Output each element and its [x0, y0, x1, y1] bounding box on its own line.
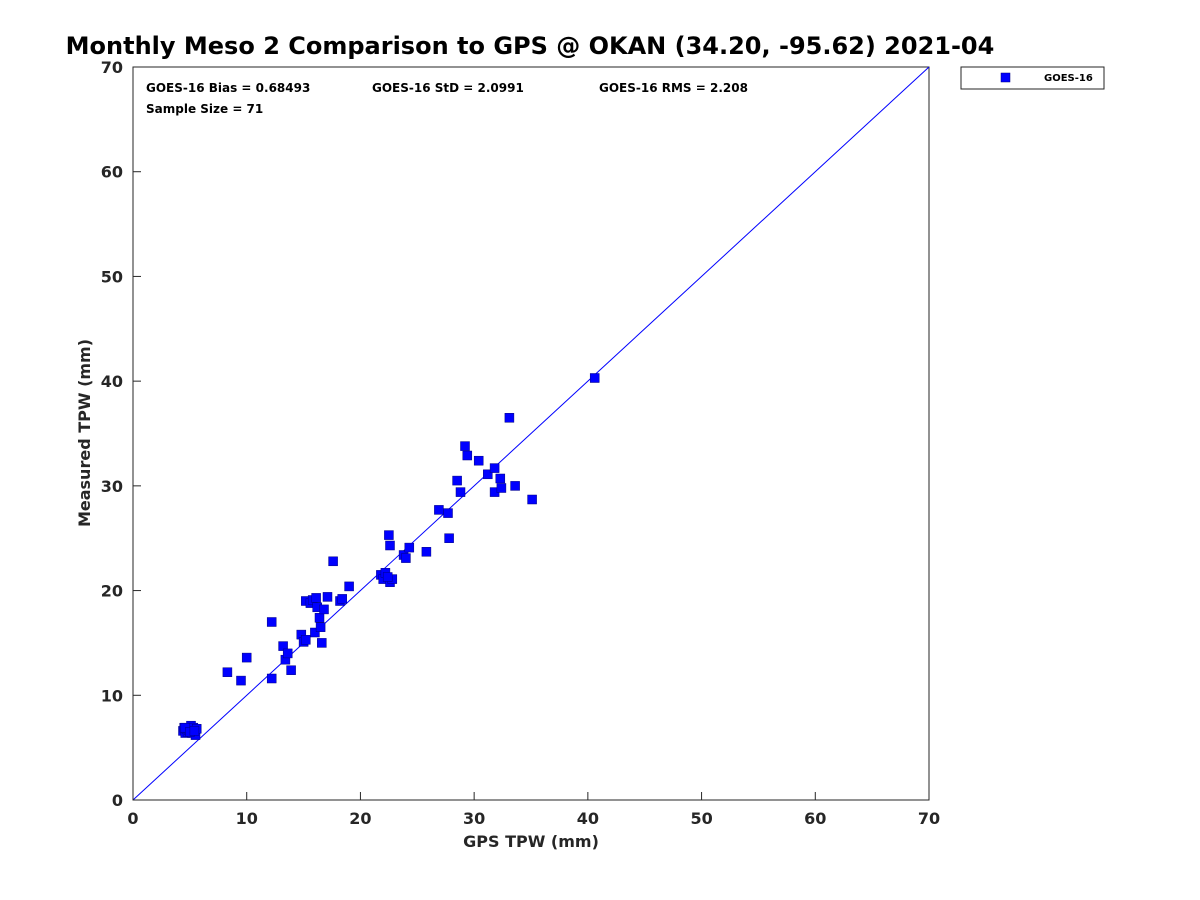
- legend-marker-icon: [1000, 72, 1011, 83]
- data-point: [527, 494, 537, 505]
- legend-box: [960, 66, 1105, 90]
- data-point: [510, 481, 520, 491]
- data-point: [455, 487, 466, 497]
- rms-stat: GOES-16 RMS = 2.208: [599, 81, 748, 95]
- y-axis-label: Measured TPW (mm): [75, 339, 94, 527]
- data-point: [504, 413, 515, 423]
- y-tick-label: 70: [101, 58, 123, 77]
- y-tick-label: 40: [101, 372, 123, 391]
- data-point: [328, 556, 338, 567]
- data-point: [443, 508, 453, 518]
- std-stat: GOES-16 StD = 2.0991: [372, 81, 524, 95]
- y-tick-label: 60: [101, 163, 123, 182]
- data-point: [589, 373, 600, 383]
- data-point: [452, 475, 462, 486]
- data-point: [495, 473, 506, 484]
- data-point: [385, 540, 395, 551]
- data-point: [314, 613, 325, 623]
- x-tick-label: 10: [236, 809, 258, 828]
- data-point: [384, 530, 394, 540]
- data-point: [315, 622, 326, 632]
- data-point: [222, 667, 233, 677]
- data-point: [241, 652, 252, 663]
- data-point: [483, 469, 493, 480]
- data-point: [444, 533, 454, 543]
- chart-title: Monthly Meso 2 Comparison to GPS @ OKAN …: [66, 32, 995, 60]
- data-point: [462, 450, 473, 461]
- data-points: [178, 373, 600, 740]
- x-tick-label: 0: [127, 809, 138, 828]
- data-point: [337, 594, 347, 604]
- x-tick-label: 70: [918, 809, 940, 828]
- data-point: [460, 441, 470, 451]
- data-point: [301, 635, 311, 645]
- y-tick-label: 10: [101, 686, 123, 705]
- y-axis-ticks: 0 10 20 30 40 50 60 70: [101, 58, 141, 810]
- data-point: [282, 648, 293, 659]
- one-to-one-reference-line: [132, 66, 930, 801]
- bias-stat: GOES-16 Bias = 0.68493: [146, 81, 310, 95]
- data-point: [266, 617, 277, 627]
- data-point: [310, 627, 320, 638]
- y-tick-label: 20: [101, 582, 123, 601]
- data-point: [286, 665, 296, 675]
- x-tick-label: 50: [690, 809, 712, 828]
- data-point: [401, 553, 411, 563]
- data-point: [496, 483, 507, 493]
- sample-size-stat: Sample Size = 71: [146, 102, 263, 116]
- data-point: [236, 675, 246, 686]
- data-point: [319, 604, 329, 615]
- data-point: [266, 673, 277, 684]
- plot-area: 0 10 20 30 40 50 60 70 0 10 20 30 40 50 60 70: [101, 58, 940, 828]
- x-tick-label: 60: [804, 809, 826, 828]
- y-tick-label: 50: [101, 267, 123, 286]
- data-point: [404, 542, 415, 553]
- data-point: [473, 455, 484, 466]
- data-point: [489, 463, 500, 473]
- plot-frame: [132, 66, 930, 801]
- data-point: [322, 592, 333, 602]
- x-tick-label: 30: [463, 809, 485, 828]
- legend-label-goes-16: GOES-16: [1044, 73, 1093, 84]
- legend: GOES-16: [960, 66, 1105, 90]
- x-tick-label: 40: [577, 809, 599, 828]
- data-point: [421, 547, 432, 557]
- y-tick-label: 0: [112, 791, 123, 810]
- data-point: [344, 581, 354, 592]
- x-axis-label: GPS TPW (mm): [463, 832, 599, 851]
- data-point: [317, 638, 327, 648]
- data-point: [382, 572, 393, 582]
- y-tick-label: 30: [101, 477, 123, 496]
- data-point: [189, 726, 200, 736]
- data-point: [434, 505, 444, 515]
- data-point: [311, 593, 321, 603]
- x-axis-ticks: 0 10 20 30 40 50 60 70: [127, 792, 940, 828]
- x-tick-label: 20: [349, 809, 371, 828]
